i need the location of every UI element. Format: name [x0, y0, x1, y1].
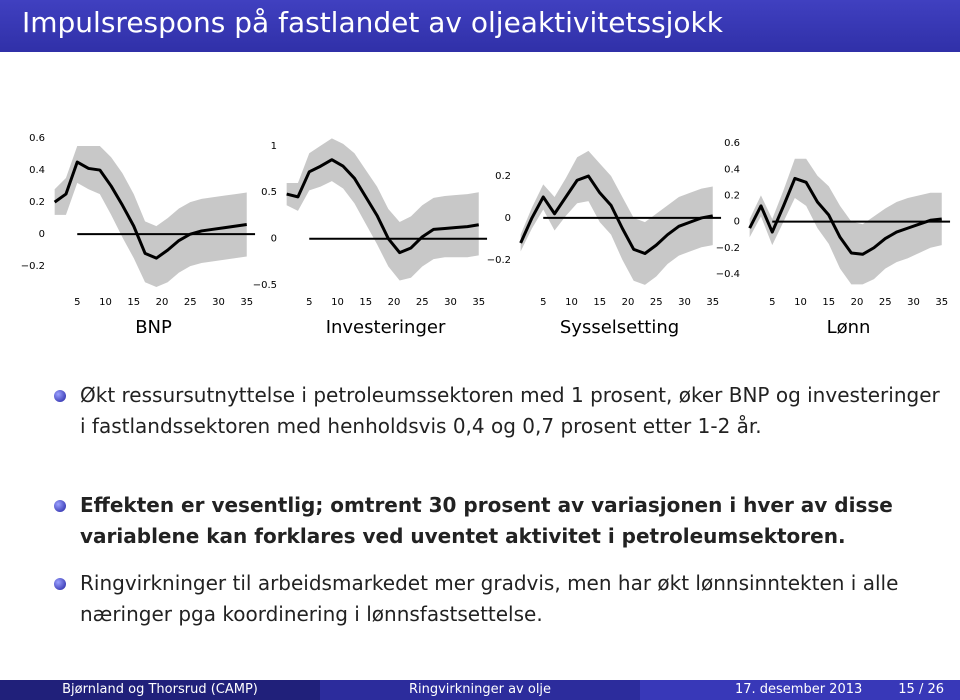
x-tick-label: 25: [650, 297, 663, 308]
slide-title: Impulsrespons på fastlandet av oljeaktiv…: [22, 6, 723, 39]
bullet-icon: [54, 578, 66, 590]
footer-author: Bjørnland og Thorsrud (CAMP): [0, 680, 320, 700]
x-tick-label: 5: [769, 297, 775, 308]
bullet-text: Effekten er vesentlig; omtrent 30 prosen…: [80, 493, 893, 548]
chart-title: BNP: [135, 317, 172, 338]
y-tick-label: 0.2: [29, 197, 45, 208]
y-tick-label: −0.4: [716, 269, 740, 280]
x-tick-label: 35: [240, 297, 253, 308]
confidence-band: [54, 146, 247, 287]
y-tick-label: 0.4: [29, 165, 45, 176]
y-tick-label: 0.2: [724, 190, 740, 201]
confidence-band: [286, 138, 479, 281]
x-tick-label: 35: [706, 297, 719, 308]
y-tick-label: −0.2: [487, 255, 511, 266]
response-line: [286, 158, 479, 255]
x-tick-label: 35: [935, 297, 948, 308]
footer: Bjørnland og Thorsrud (CAMP) Ringvirknin…: [0, 680, 960, 700]
x-tick-label: 5: [74, 297, 80, 308]
chart-title: Sysselsetting: [560, 317, 679, 338]
x-tick-label: 5: [540, 297, 546, 308]
x-tick-label: 30: [212, 297, 225, 308]
x-tick-label: 15: [127, 297, 140, 308]
x-tick-label: 10: [794, 297, 807, 308]
x-tick-label: 30: [907, 297, 920, 308]
x-tick-label: 10: [99, 297, 112, 308]
x-tick-label: 20: [622, 297, 635, 308]
footer-title: Ringvirkninger av olje: [320, 680, 640, 700]
x-tick-label: 15: [822, 297, 835, 308]
y-tick-label: 0.6: [29, 133, 45, 144]
bullet-icon: [54, 500, 66, 512]
y-tick-label: 0.2: [495, 171, 511, 182]
y-tick-label: −0.2: [21, 261, 45, 272]
x-tick-label: 25: [184, 297, 197, 308]
x-tick-label: 25: [879, 297, 892, 308]
bullet-text: Økt ressursutnyttelse i petroleumssektor…: [80, 383, 940, 438]
y-tick-label: 0.4: [724, 164, 740, 175]
x-tick-label: 15: [359, 297, 372, 308]
chart-title: Investeringer: [326, 317, 446, 338]
bullet: Effekten er vesentlig; omtrent 30 prosen…: [54, 490, 940, 552]
footer-page: 15 / 26: [898, 682, 944, 697]
y-tick-label: −0.2: [716, 243, 740, 254]
bullet: Økt ressursutnyttelse i petroleumssektor…: [54, 380, 940, 442]
y-tick-label: 0: [505, 213, 511, 224]
charts: 0.6 0.4 0.2 0 −0.2 5 10 15 20 25 30 35 BNP 1 0.5 0 −0.5 5…: [21, 133, 951, 338]
response-line: [748, 176, 942, 256]
bullet-icon: [54, 390, 66, 402]
y-tick-label: 0: [734, 217, 740, 228]
y-tick-label: 0.5: [261, 187, 277, 198]
x-tick-label: 15: [593, 297, 606, 308]
y-tick-label: 1: [271, 141, 277, 152]
x-tick-label: 10: [331, 297, 344, 308]
x-tick-label: 35: [472, 297, 485, 308]
x-tick-label: 5: [306, 297, 312, 308]
footer-right: 17. desember 2013 15 / 26: [640, 680, 960, 700]
x-tick-label: 30: [444, 297, 457, 308]
x-tick-label: 25: [416, 297, 429, 308]
response-line: [519, 174, 714, 256]
x-tick-label: 20: [388, 297, 401, 308]
x-tick-label: 20: [156, 297, 169, 308]
y-tick-label: 0: [39, 229, 45, 240]
y-tick-label: −0.5: [253, 280, 277, 291]
header: Impulsrespons på fastlandet av oljeaktiv…: [0, 0, 960, 52]
x-tick-label: 30: [678, 297, 691, 308]
x-tick-label: 10: [565, 297, 578, 308]
bullet: Ringvirkninger til arbeidsmarkedet mer g…: [54, 568, 940, 630]
y-tick-label: 0: [271, 234, 277, 245]
bullet-text: Ringvirkninger til arbeidsmarkedet mer g…: [80, 571, 899, 626]
footer-date: 17. desember 2013: [734, 682, 863, 697]
y-tick-label: 0.6: [724, 138, 740, 149]
x-tick-label: 20: [851, 297, 864, 308]
response-line: [53, 160, 247, 260]
chart-title: Lønn: [827, 317, 871, 338]
